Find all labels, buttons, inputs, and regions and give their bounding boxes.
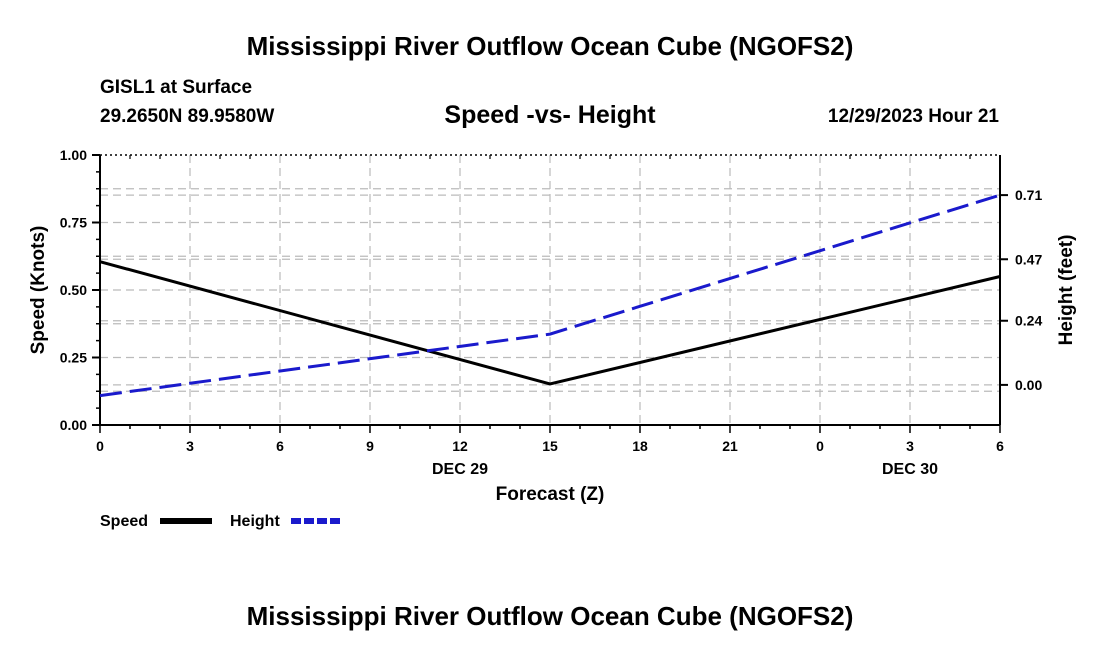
x-tick-label: 21 (722, 438, 738, 454)
series-line-speed (99, 260, 1001, 386)
station-coordinates: 29.2650N 89.9580W (100, 106, 275, 127)
x-tick-label: 6 (276, 438, 284, 454)
y-tick-label: 0.75 (60, 215, 87, 231)
y2-tick-label: 0.24 (1015, 313, 1042, 329)
legend-label-height: Height (230, 513, 280, 530)
y-tick-label: 0.25 (60, 350, 87, 366)
x-tick-label: 9 (366, 438, 374, 454)
y-tick-label: 1.00 (60, 147, 87, 163)
chart-svg: 0.00 0.25 0.50 0.75 1.00 0.00 0.24 0.47 0.71 0 3 6 9… (28, 147, 1077, 530)
x-tick-label: 0 (96, 438, 104, 454)
x-date-label: DEC 29 (432, 461, 488, 478)
chart-title: Speed -vs- Height (444, 101, 656, 129)
x-date-label: DEC 30 (882, 461, 938, 478)
station-label: GISL1 at Surface (100, 77, 253, 98)
y-tick-label: 0.50 (60, 282, 87, 298)
x-tick-label: 15 (542, 438, 558, 454)
x-tick-label: 18 (632, 438, 648, 454)
y-axis-title: Speed (Knots) (28, 226, 49, 355)
y2-tick-label: 0.47 (1015, 251, 1042, 267)
legend-label-speed: Speed (100, 513, 148, 530)
x-tick-label: 6 (996, 438, 1004, 454)
forecast-datetime: 12/29/2023 Hour 21 (827, 106, 999, 127)
page-title: Mississippi River Outflow Ocean Cube (NG… (246, 31, 854, 61)
y2-tick-label: 0.00 (1015, 377, 1042, 393)
footer-title: Mississippi River Outflow Ocean Cube (NG… (246, 601, 854, 631)
y-tick-label: 0.00 (60, 417, 87, 433)
x-tick-label: 12 (452, 438, 468, 454)
y2-axis-title: Height (feet) (1056, 235, 1077, 346)
x-tick-label: 0 (816, 438, 824, 454)
series-line-height (99, 193, 1001, 398)
y2-tick-label: 0.71 (1015, 187, 1042, 203)
x-tick-label: 3 (906, 438, 914, 454)
x-tick-label: 3 (186, 438, 194, 454)
x-axis-title: Forecast (Z) (496, 484, 605, 505)
